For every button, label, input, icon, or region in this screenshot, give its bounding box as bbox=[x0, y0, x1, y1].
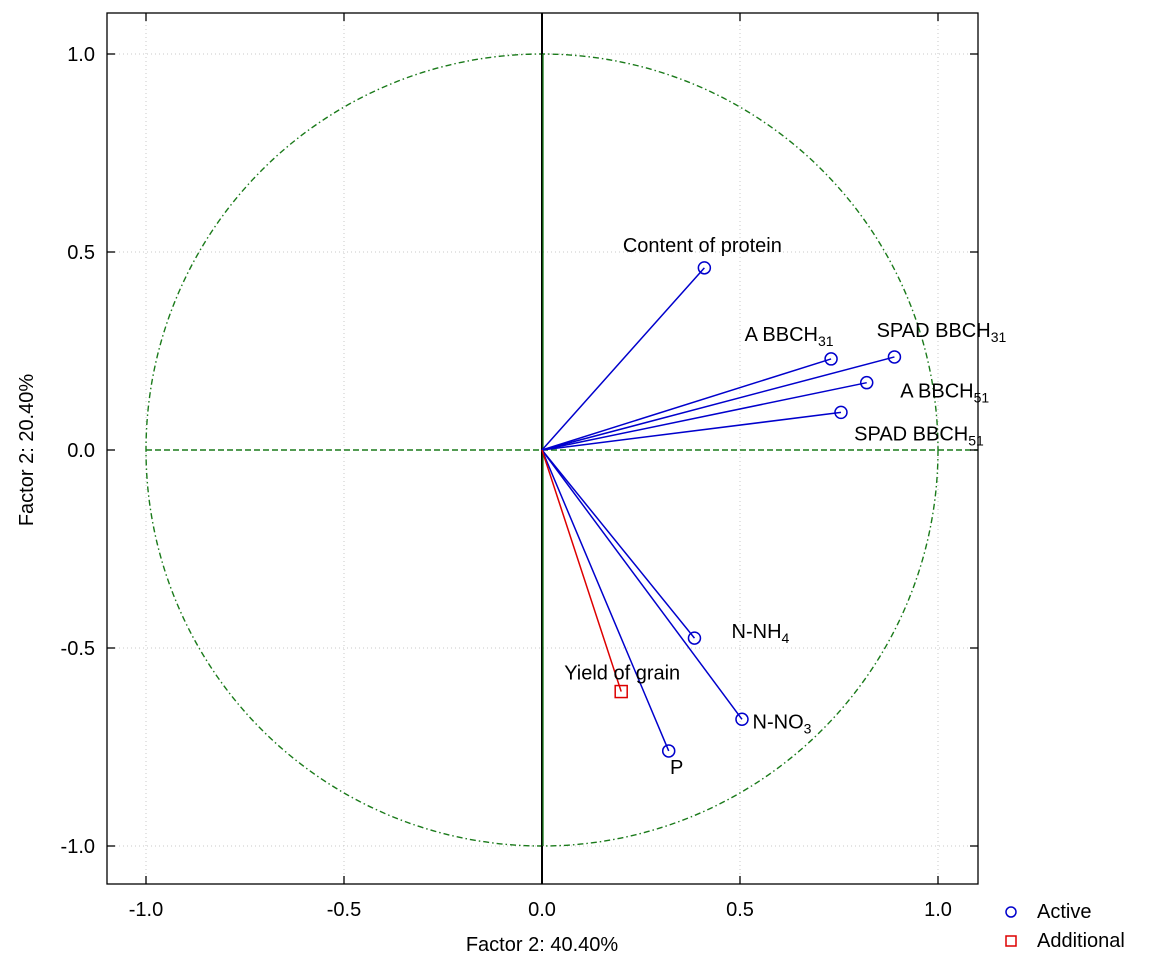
additional-point-marker bbox=[614, 684, 628, 699]
point-label: A BBCH31 bbox=[745, 324, 834, 349]
legend-marker-active bbox=[1005, 906, 1017, 918]
active-point-marker bbox=[824, 352, 838, 366]
y-tick-label: -1.0 bbox=[61, 836, 95, 858]
loading-vector bbox=[541, 449, 696, 639]
loading-vector bbox=[541, 449, 743, 720]
loading-vector bbox=[541, 356, 895, 451]
point-label-text: SPAD BBCH bbox=[854, 423, 968, 445]
loading-vector bbox=[541, 449, 622, 692]
y-tick-label: 0.0 bbox=[67, 440, 95, 462]
x-axis-label: Factor 2: 40.40% bbox=[466, 934, 619, 956]
active-point-marker bbox=[735, 712, 749, 727]
point-label-subscript: 51 bbox=[968, 432, 984, 448]
active-point-marker bbox=[687, 631, 702, 645]
point-label: N-NO3 bbox=[753, 711, 812, 736]
x-tick-label: 0.0 bbox=[528, 899, 556, 921]
point-markers bbox=[614, 261, 902, 758]
loading-vectors bbox=[541, 267, 895, 752]
loading-vector bbox=[541, 381, 867, 451]
legend-label: Additional bbox=[1037, 930, 1125, 952]
legend-label: Active bbox=[1037, 901, 1091, 923]
y-tick-label: 0.5 bbox=[67, 242, 95, 264]
tick-marks bbox=[107, 13, 978, 884]
point-label-subscript: 51 bbox=[974, 390, 990, 406]
legend: Active Additional bbox=[1005, 901, 1125, 952]
y-axis-label: Factor 2: 20.40% bbox=[16, 374, 38, 527]
tick-labels: -1.0 -0.5 0.0 0.5 1.0 -1.0 -0.5 0.0 0.5 1.0 bbox=[61, 44, 952, 921]
loading-vector bbox=[541, 267, 705, 451]
x-tick-label: 0.5 bbox=[726, 899, 754, 921]
point-label: P bbox=[670, 757, 683, 779]
point-label-text: N-NH bbox=[732, 621, 782, 643]
point-label-subscript: 31 bbox=[818, 333, 834, 349]
active-point-marker bbox=[859, 375, 874, 390]
point-label-text: P bbox=[670, 757, 683, 779]
point-label-subscript: 31 bbox=[991, 329, 1007, 345]
point-label: Content of protein bbox=[623, 235, 782, 257]
legend-marker-additional bbox=[1005, 935, 1017, 947]
y-tick-label: 1.0 bbox=[67, 44, 95, 66]
point-label-text: Yield of grain bbox=[564, 663, 680, 685]
active-point-marker bbox=[834, 405, 848, 420]
loading-vector bbox=[541, 411, 842, 451]
x-tick-label: 1.0 bbox=[924, 899, 952, 921]
point-label-text: N-NO bbox=[753, 711, 804, 733]
x-tick-label: -1.0 bbox=[129, 899, 163, 921]
point-label-text: SPAD BBCH bbox=[877, 320, 991, 342]
point-label: Yield of grain bbox=[564, 663, 680, 685]
x-tick-label: -0.5 bbox=[327, 899, 361, 921]
loading-vector bbox=[541, 358, 832, 451]
point-label-text: Content of protein bbox=[623, 235, 782, 257]
point-label: SPAD BBCH51 bbox=[854, 423, 984, 448]
point-label-text: A BBCH bbox=[745, 324, 818, 346]
active-point-marker bbox=[661, 744, 676, 758]
active-point-marker bbox=[697, 261, 712, 275]
point-label: N-NH4 bbox=[732, 621, 790, 646]
y-tick-label: -0.5 bbox=[61, 638, 95, 660]
point-label-subscript: 3 bbox=[804, 720, 812, 736]
loading-vector bbox=[541, 449, 670, 752]
point-label-subscript: 4 bbox=[782, 630, 790, 646]
active-point-marker bbox=[887, 350, 902, 364]
point-label-text: A BBCH bbox=[900, 381, 973, 403]
point-label: SPAD BBCH31 bbox=[877, 320, 1007, 345]
